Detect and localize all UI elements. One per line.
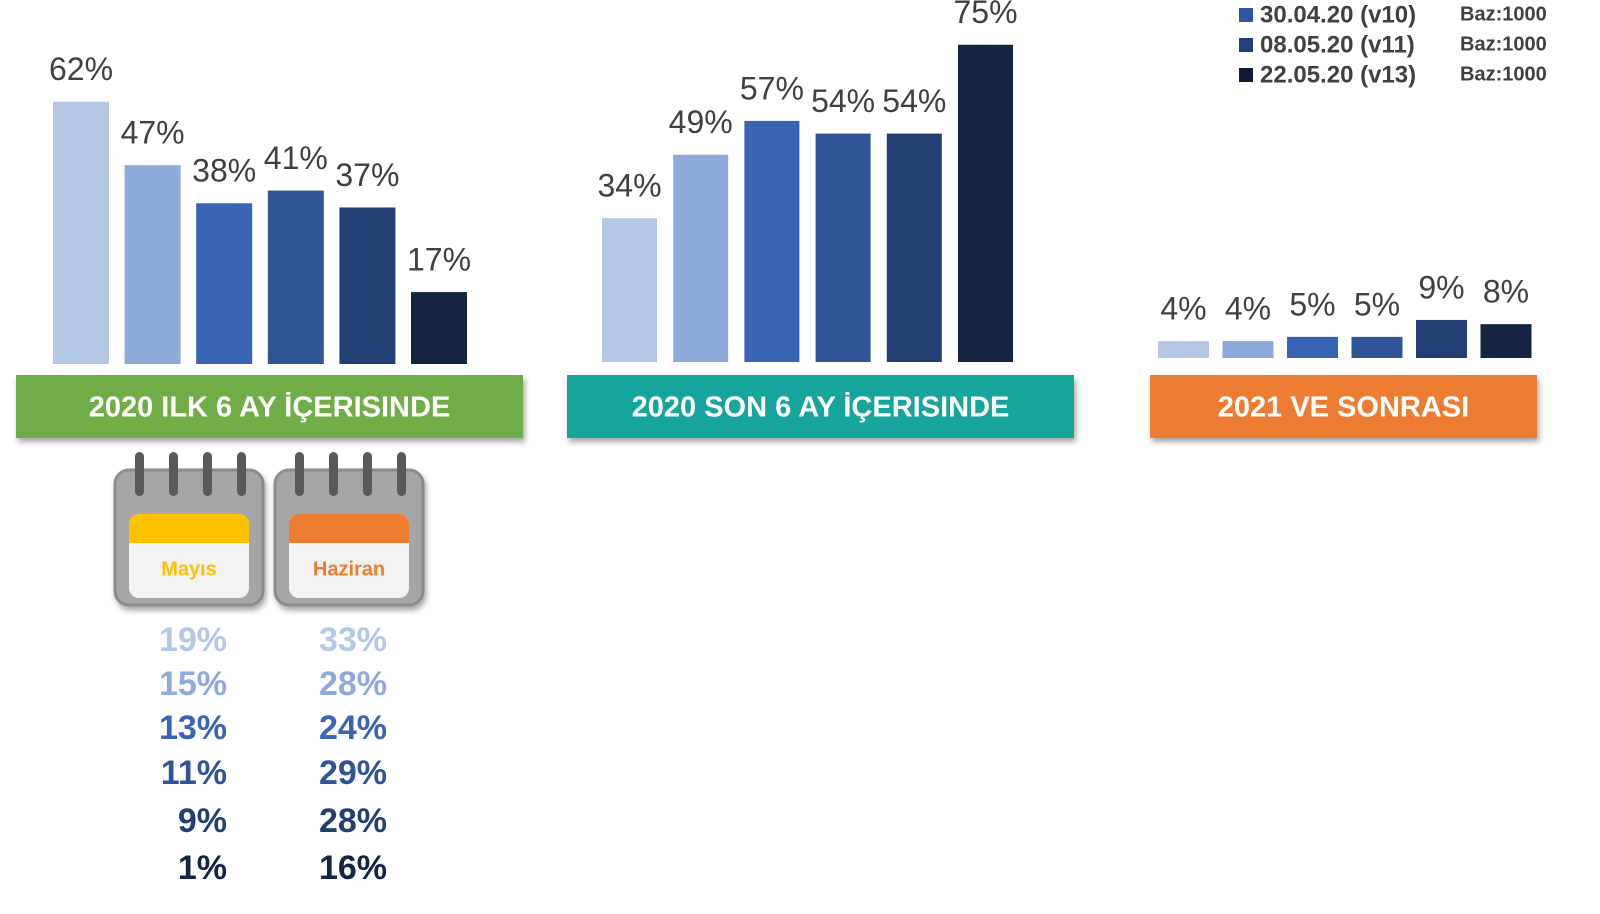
calendar-band: [289, 514, 409, 543]
value-label: 62%: [49, 51, 113, 87]
banner: [1150, 375, 1537, 438]
legend-base: Baz:1000: [1460, 33, 1547, 55]
calendar-ring: [397, 452, 406, 496]
bar: [411, 292, 467, 364]
value-label: 5%: [1289, 286, 1335, 322]
bar: [602, 218, 657, 362]
value-label: 54%: [811, 83, 875, 119]
bar: [815, 133, 871, 362]
legend-label: 08.05.20 (v11): [1260, 31, 1415, 58]
bar: [1480, 324, 1532, 358]
calendar-ring: [237, 452, 246, 496]
value-label: 17%: [407, 242, 471, 278]
legend-label: 22.05.20 (v13): [1260, 61, 1416, 88]
banner: [567, 375, 1074, 438]
calendar-ring: [363, 452, 372, 496]
month-value: 9%: [178, 802, 227, 840]
value-label: 4%: [1225, 291, 1271, 327]
bar: [673, 154, 729, 362]
legend-label: 30.04.20 (v10): [1260, 1, 1416, 28]
calendar-ring: [329, 452, 338, 496]
calendar-ring: [203, 452, 212, 496]
banner-title: 2020 SON 6 AY İÇERISINDE: [632, 392, 1010, 424]
value-label: 9%: [1418, 269, 1464, 305]
bar: [267, 190, 324, 364]
month-value: 13%: [159, 709, 227, 747]
bar: [1287, 336, 1338, 358]
calendar-band: [129, 514, 249, 543]
month-value: 28%: [319, 802, 387, 840]
value-label: 8%: [1483, 274, 1529, 310]
value-label: 49%: [669, 104, 733, 140]
month-value: 15%: [159, 665, 227, 703]
legend-base: Baz:1000: [1460, 63, 1547, 85]
month-value: 33%: [319, 621, 387, 659]
banner-title: 2021 VE SONRASI: [1218, 392, 1469, 424]
bar: [1158, 341, 1209, 358]
month-value: 24%: [319, 709, 387, 747]
legend-base: Baz:1000: [1460, 3, 1547, 25]
bar: [744, 120, 800, 362]
month-value: 29%: [319, 754, 387, 792]
calendar-ring: [135, 452, 144, 496]
bar: [958, 44, 1013, 362]
bar: [196, 203, 253, 364]
value-label: 5%: [1354, 286, 1400, 322]
bar: [53, 101, 109, 365]
bar: [124, 165, 181, 364]
legend-swatch: [1239, 68, 1253, 82]
value-label: 34%: [597, 168, 661, 204]
bar: [886, 133, 942, 362]
month-value: 19%: [159, 621, 227, 659]
value-label: 75%: [953, 0, 1017, 30]
legend-swatch: [1239, 8, 1253, 22]
value-label: 57%: [740, 70, 804, 106]
value-label: 4%: [1160, 291, 1206, 327]
calendar-label: Haziran: [313, 558, 385, 580]
month-value: 16%: [319, 849, 387, 887]
value-label: 41%: [264, 140, 328, 176]
legend-swatch: [1239, 38, 1253, 52]
bar: [1222, 341, 1274, 358]
calendar-ring: [169, 452, 178, 496]
month-value: 1%: [178, 849, 227, 887]
bar: [1416, 319, 1467, 358]
bar: [339, 207, 396, 364]
value-label: 38%: [192, 153, 256, 189]
value-label: 47%: [121, 115, 185, 151]
calendar-ring: [295, 452, 304, 496]
bar: [1351, 336, 1403, 358]
month-value: 28%: [319, 665, 387, 703]
banner-title: 2020 ILK 6 AY İÇERISINDE: [89, 392, 451, 424]
month-value: 11%: [161, 754, 227, 792]
value-label: 54%: [882, 83, 946, 119]
value-label: 37%: [335, 157, 399, 193]
calendar-label: Mayıs: [161, 558, 217, 580]
banner: [16, 375, 523, 438]
